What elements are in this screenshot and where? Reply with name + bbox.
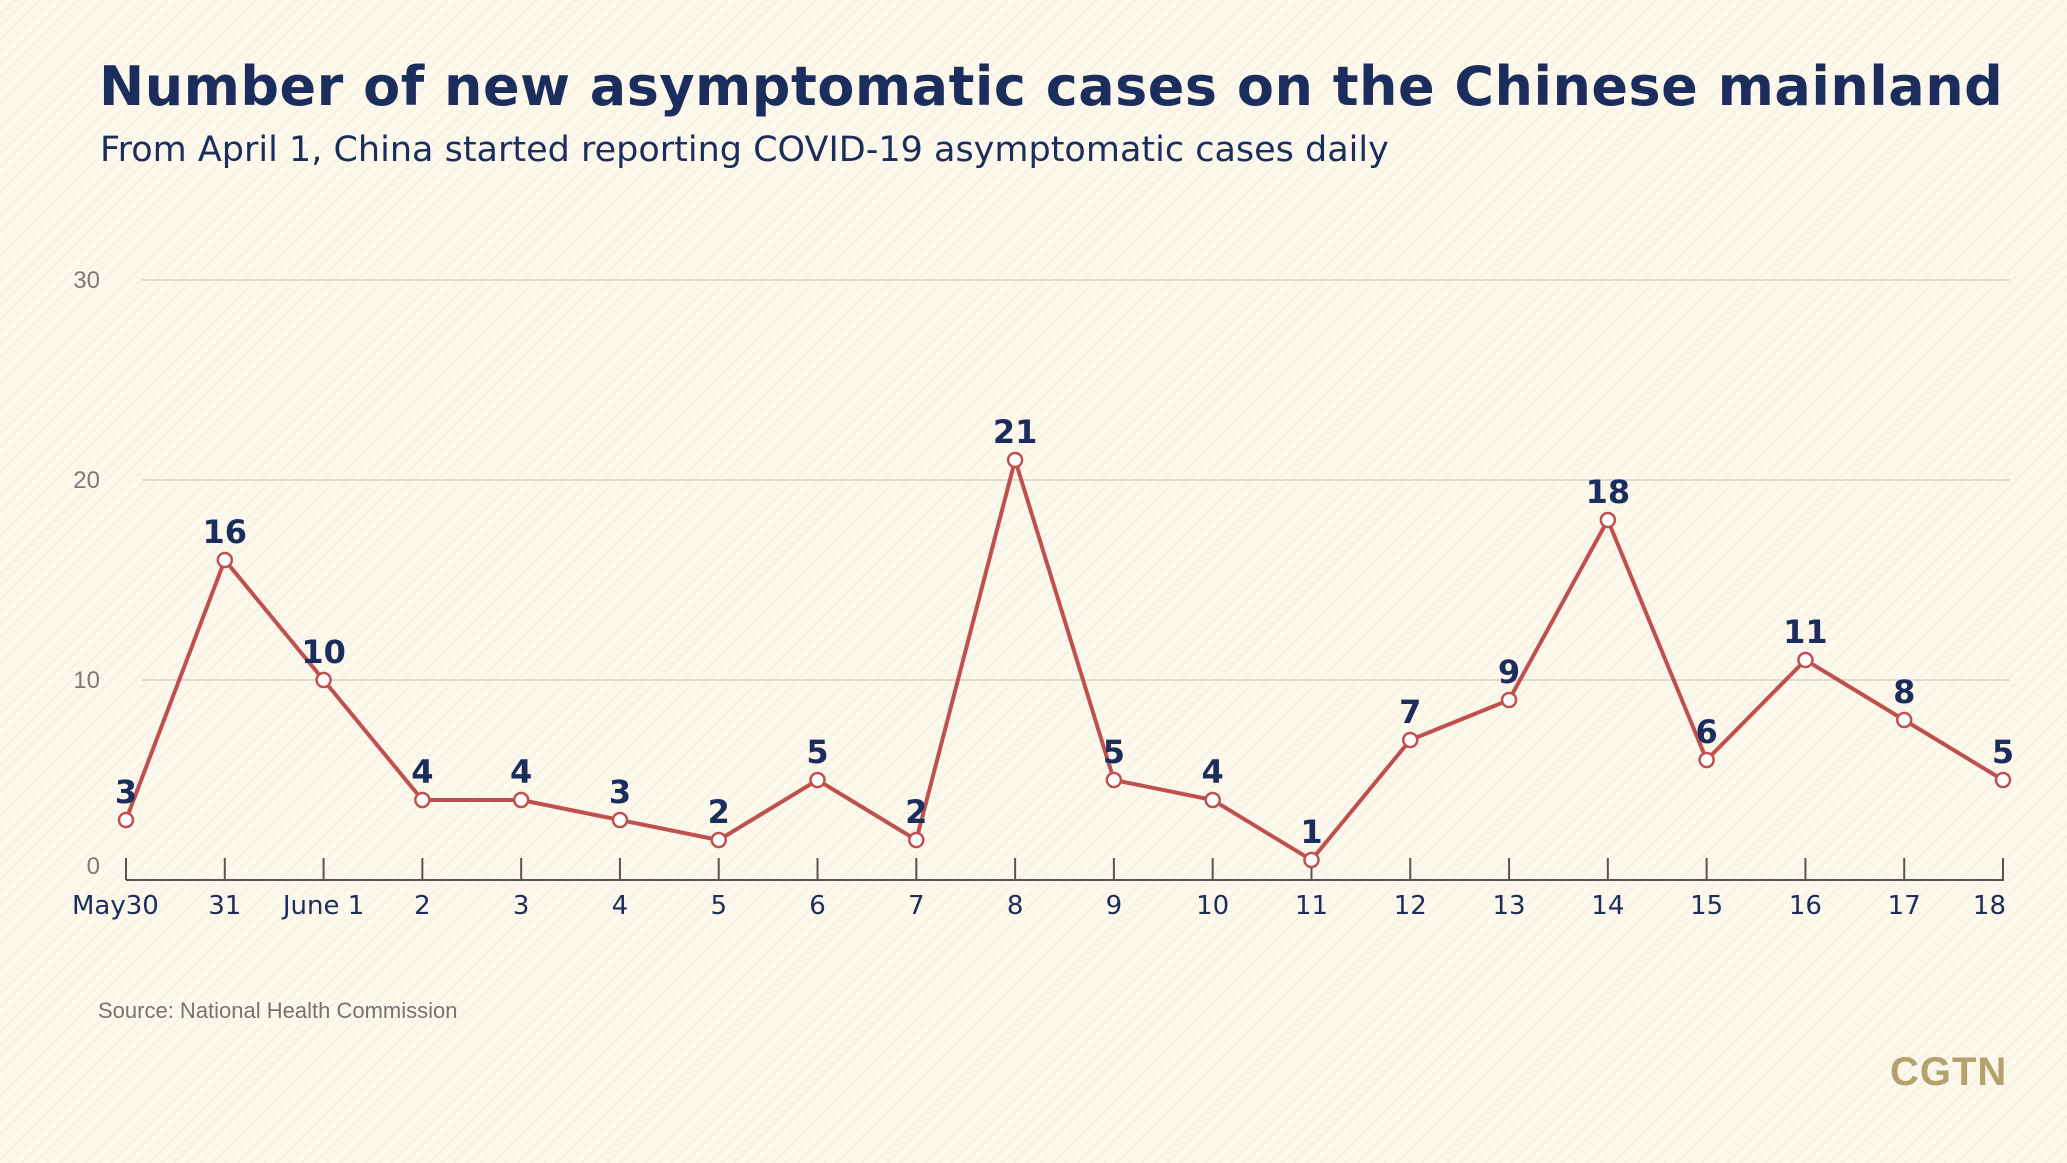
y-tick-label: 0 bbox=[87, 853, 100, 880]
data-point bbox=[117, 811, 135, 829]
data-point bbox=[1500, 691, 1518, 709]
data-points bbox=[117, 451, 2012, 869]
data-label: 16 bbox=[203, 513, 248, 551]
data-label: 5 bbox=[1103, 733, 1125, 771]
x-tick-label: June 1 bbox=[281, 891, 364, 921]
x-tick-label: 3 bbox=[513, 891, 530, 921]
data-labels: 3 16 10 4 4 3 2 5 2 21 5 4 1 7 9 18 6 11 8 5 bbox=[115, 413, 2014, 851]
data-label: 4 bbox=[1202, 753, 1224, 791]
data-label: 1 bbox=[1300, 813, 1322, 851]
data-point bbox=[611, 811, 629, 829]
x-axis: May30 31 June 1 2 3 4 5 6 7 8 9 10 11 12 13 14 15 16 17 18 bbox=[72, 858, 2006, 921]
data-label: 4 bbox=[510, 753, 532, 791]
x-tick-label: 8 bbox=[1007, 891, 1024, 921]
cgtn-logo: CGTN bbox=[1890, 1050, 2008, 1094]
x-tick-label: 6 bbox=[809, 891, 826, 921]
data-label: 3 bbox=[115, 773, 137, 811]
data-label: 21 bbox=[993, 413, 1038, 451]
x-tick-label: 12 bbox=[1394, 891, 1427, 921]
x-tick-label: 14 bbox=[1591, 891, 1624, 921]
data-point bbox=[908, 831, 925, 849]
x-tick-label: 4 bbox=[612, 891, 629, 921]
x-tick-label: 31 bbox=[208, 891, 241, 921]
data-point bbox=[216, 551, 234, 569]
y-tick-label: 30 bbox=[73, 267, 100, 294]
x-tick-label: 7 bbox=[908, 891, 925, 921]
data-label: 3 bbox=[609, 773, 631, 811]
x-tick-label: May30 bbox=[72, 891, 159, 921]
data-label: 8 bbox=[1893, 673, 1915, 711]
data-label: 18 bbox=[1586, 473, 1631, 511]
x-tick-label: 16 bbox=[1789, 891, 1822, 921]
data-point bbox=[1797, 651, 1814, 669]
data-point bbox=[1994, 771, 2012, 789]
data-point bbox=[1402, 731, 1419, 749]
x-tick-label: 11 bbox=[1295, 891, 1328, 921]
data-point bbox=[809, 771, 826, 789]
x-tick-label: 2 bbox=[414, 891, 431, 921]
x-tick-label: 17 bbox=[1888, 891, 1921, 921]
y-tick-label: 20 bbox=[73, 467, 100, 494]
x-tick-label: 15 bbox=[1690, 891, 1723, 921]
data-point bbox=[1204, 791, 1221, 809]
data-point bbox=[512, 791, 530, 809]
source-note: Source: National Health Commission bbox=[98, 998, 458, 1023]
data-point bbox=[414, 791, 431, 809]
data-label: 4 bbox=[411, 753, 433, 791]
y-tick-label: 10 bbox=[73, 667, 100, 694]
series-line bbox=[124, 458, 2005, 862]
data-point bbox=[1895, 711, 1913, 729]
data-label: 9 bbox=[1498, 653, 1520, 691]
data-point bbox=[1006, 451, 1024, 469]
data-point bbox=[1599, 511, 1617, 529]
data-label: 2 bbox=[708, 793, 730, 831]
data-point bbox=[1698, 751, 1715, 769]
x-tick-label: 13 bbox=[1493, 891, 1526, 921]
x-tick-label: 10 bbox=[1196, 891, 1229, 921]
data-label: 6 bbox=[1695, 713, 1717, 751]
data-label: 7 bbox=[1399, 693, 1421, 731]
data-label: 10 bbox=[301, 633, 346, 671]
x-tick-label: 5 bbox=[710, 891, 727, 921]
data-point bbox=[710, 831, 727, 849]
data-point bbox=[315, 671, 332, 689]
chart-subtitle: From April 1, China started reporting CO… bbox=[100, 130, 1389, 170]
data-label: 11 bbox=[1783, 613, 1828, 651]
data-label: 2 bbox=[905, 793, 927, 831]
x-tick-label: 9 bbox=[1106, 891, 1123, 921]
gridlines: 0 10 20 30 bbox=[73, 267, 2010, 880]
x-tick-label: 18 bbox=[1973, 891, 2006, 921]
data-point bbox=[1303, 851, 1320, 869]
chart-title: Number of new asymptomatic cases on the … bbox=[99, 55, 2004, 118]
data-label: 5 bbox=[1992, 733, 2014, 771]
series-line-layer bbox=[124, 458, 2005, 862]
data-label: 5 bbox=[806, 733, 828, 771]
data-point bbox=[1105, 771, 1123, 789]
